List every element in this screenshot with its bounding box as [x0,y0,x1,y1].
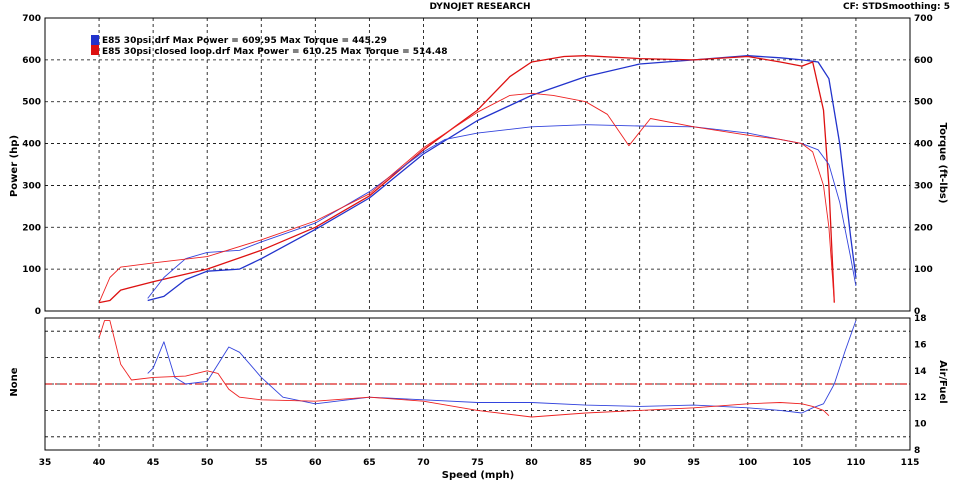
legend: E85 30psi.drf Max Power = 609.95 Max Tor… [91,35,448,57]
airfuel-tick-label: 18 [914,314,927,324]
power-curve-blue [147,55,857,302]
airfuel-tick-label: 12 [914,393,927,403]
torque-curve-blue [147,124,857,299]
smoothing-label: Smoothing: 5 [882,2,950,12]
airfuel-curve-red [98,320,830,418]
x-tick-label: 110 [847,458,866,468]
torque-tick-label: 500 [914,98,933,108]
power-tick-label: 600 [22,56,41,66]
x-tick-label: 50 [201,458,214,468]
legend-swatch-blue [91,35,99,45]
x-tick-label: 35 [39,458,52,468]
speed-axis-label: Speed (mph) [442,470,514,481]
correction-factor: CF: STD [843,2,882,12]
x-tick-label: 95 [687,458,700,468]
power-axis-label: Power (hp) [9,135,20,197]
none-axis-label: None [9,367,20,396]
x-tick-label: 70 [417,458,430,468]
x-tick-label: 60 [309,458,322,468]
x-tick-label: 80 [525,458,538,468]
power-tick-label: 200 [22,223,41,233]
legend-entry-e85-closed-loop: E85 30psi closed loop.drf Max Power = 61… [102,47,448,57]
power-tick-label: 300 [22,181,41,191]
power-plot-frame [44,17,911,312]
torque-tick-label: 700 [914,14,933,24]
x-tick-label: 115 [901,458,920,468]
x-tick-label: 90 [633,458,646,468]
chart-title: DYNOJET RESEARCH [429,2,530,12]
airfuel-tick-label: 8 [914,446,920,456]
airfuel-plot-frame [44,317,911,451]
x-tick-label: 85 [579,458,592,468]
x-tick-label: 40 [93,458,106,468]
x-tick-label: 65 [363,458,376,468]
power-tick-label: 0 [35,307,41,317]
power-tick-label: 100 [22,265,41,275]
power-tick-label: 400 [22,140,41,150]
airfuel-tick-label: 10 [914,420,927,430]
torque-tick-label: 100 [914,265,933,275]
airfuel-axis-label: Air/Fuel [937,360,948,403]
power-tick-label: 700 [22,14,41,24]
airfuel-tick-label: 16 [914,340,927,350]
airfuel-curve-blue [147,320,857,414]
airfuel-tick-label: 14 [914,367,927,377]
torque-tick-label: 200 [914,223,933,233]
torque-axis-label: Torque (ft-lbs) [937,123,948,204]
legend-entry-e85-30psi: E85 30psi.drf Max Power = 609.95 Max Tor… [102,36,387,46]
x-tick-label: 105 [792,458,811,468]
torque-tick-label: 600 [914,56,933,66]
torque-curve-red [98,92,835,303]
power-gridlines [45,18,910,311]
torque-tick-label: 300 [914,181,933,191]
torque-tick-label: 0 [914,307,920,317]
x-tick-label: 75 [471,458,484,468]
power-torque-series [98,55,857,304]
power-tick-label: 500 [22,98,41,108]
tick-labels: 35 40 45 50 55 60 65 70 75 80 85 90 95 100 105 110 115 0 0… [22,14,933,468]
airfuel-gridlines [45,318,910,450]
torque-tick-label: 400 [914,140,933,150]
legend-swatch-red [91,45,99,55]
x-tick-label: 100 [738,458,757,468]
x-tick-label: 45 [147,458,160,468]
x-tick-label: 55 [255,458,268,468]
airfuel-series [98,320,857,418]
power-curve-red [98,55,835,304]
